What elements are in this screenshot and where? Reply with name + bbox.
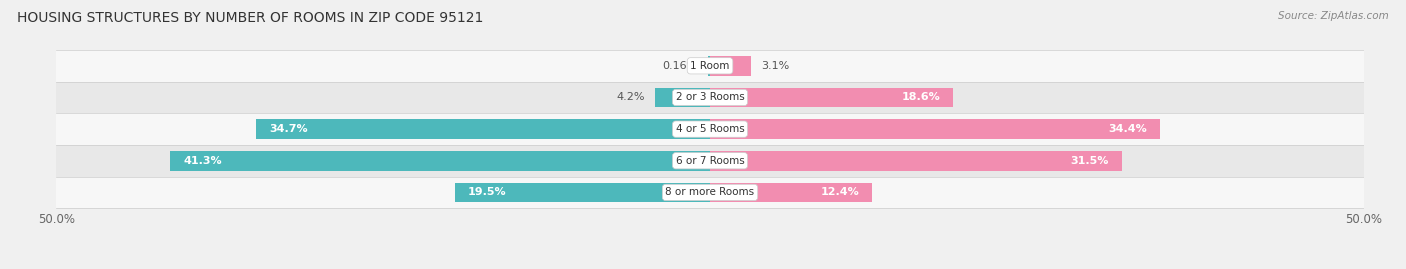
Text: 31.5%: 31.5% [1070, 156, 1109, 166]
Bar [56, 113, 1364, 145]
Text: 34.4%: 34.4% [1108, 124, 1147, 134]
Text: 3.1%: 3.1% [761, 61, 789, 71]
Text: 19.5%: 19.5% [468, 187, 506, 197]
Bar [56, 82, 1364, 113]
Text: HOUSING STRUCTURES BY NUMBER OF ROOMS IN ZIP CODE 95121: HOUSING STRUCTURES BY NUMBER OF ROOMS IN… [17, 11, 484, 25]
Text: 4 or 5 Rooms: 4 or 5 Rooms [676, 124, 744, 134]
Text: 0.16%: 0.16% [662, 61, 697, 71]
Text: 12.4%: 12.4% [820, 187, 859, 197]
Bar [710, 183, 872, 202]
Bar [709, 56, 710, 76]
Text: 34.7%: 34.7% [270, 124, 308, 134]
Bar [710, 56, 751, 76]
Text: 2 or 3 Rooms: 2 or 3 Rooms [676, 93, 744, 102]
Text: 8 or more Rooms: 8 or more Rooms [665, 187, 755, 197]
Bar [256, 119, 710, 139]
Bar [56, 50, 1364, 82]
Bar [170, 151, 710, 171]
Text: Source: ZipAtlas.com: Source: ZipAtlas.com [1278, 11, 1389, 21]
Text: 4.2%: 4.2% [616, 93, 644, 102]
Text: 1 Room: 1 Room [690, 61, 730, 71]
Text: 6 or 7 Rooms: 6 or 7 Rooms [676, 156, 744, 166]
Bar [56, 176, 1364, 208]
Bar [456, 183, 710, 202]
Bar [655, 88, 710, 107]
Text: 18.6%: 18.6% [901, 93, 941, 102]
Bar [710, 119, 1160, 139]
Bar [710, 151, 1122, 171]
Text: 41.3%: 41.3% [183, 156, 222, 166]
Bar [710, 88, 953, 107]
Bar [56, 145, 1364, 176]
